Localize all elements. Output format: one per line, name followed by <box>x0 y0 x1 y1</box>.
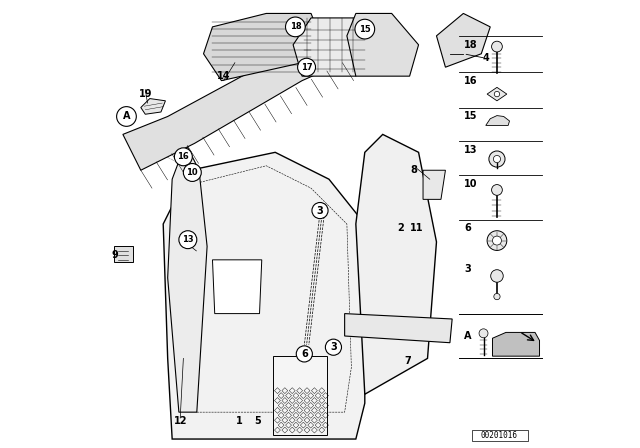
Text: 2: 2 <box>397 224 404 233</box>
Text: 14: 14 <box>217 71 230 81</box>
Circle shape <box>494 293 500 300</box>
Polygon shape <box>493 332 540 356</box>
Text: 12: 12 <box>173 416 187 426</box>
Circle shape <box>325 339 342 355</box>
Text: 10: 10 <box>464 179 477 189</box>
Text: 16: 16 <box>177 152 189 161</box>
Circle shape <box>312 202 328 219</box>
Text: 3: 3 <box>464 264 471 274</box>
Polygon shape <box>486 116 509 125</box>
Polygon shape <box>168 143 207 412</box>
Polygon shape <box>141 99 165 114</box>
Circle shape <box>492 41 502 52</box>
Polygon shape <box>487 87 507 101</box>
Polygon shape <box>345 314 452 343</box>
Text: 00201016: 00201016 <box>481 431 518 440</box>
Polygon shape <box>273 356 327 435</box>
Text: 6: 6 <box>301 349 308 359</box>
Circle shape <box>116 107 136 126</box>
Text: 13: 13 <box>464 145 477 155</box>
Text: A: A <box>464 331 472 341</box>
Text: 15: 15 <box>464 112 477 121</box>
Circle shape <box>491 270 503 282</box>
Text: 3: 3 <box>330 342 337 352</box>
Text: 9: 9 <box>112 250 118 260</box>
Text: A: A <box>123 112 130 121</box>
Polygon shape <box>212 260 262 314</box>
Text: 17: 17 <box>301 63 312 72</box>
Polygon shape <box>347 13 419 76</box>
Polygon shape <box>163 152 365 439</box>
Circle shape <box>183 164 201 181</box>
Polygon shape <box>423 170 445 199</box>
Text: 13: 13 <box>182 235 194 244</box>
Text: 4: 4 <box>483 53 489 63</box>
Circle shape <box>493 155 500 163</box>
Circle shape <box>285 17 305 37</box>
Text: 3: 3 <box>317 206 323 215</box>
Polygon shape <box>123 45 342 170</box>
Circle shape <box>489 151 505 167</box>
Text: 19: 19 <box>138 89 152 99</box>
Text: 5: 5 <box>254 416 260 426</box>
Text: 16: 16 <box>464 76 477 86</box>
Circle shape <box>492 185 502 195</box>
Circle shape <box>174 148 193 166</box>
Circle shape <box>479 329 488 338</box>
Polygon shape <box>436 13 490 67</box>
Text: 18: 18 <box>289 22 301 31</box>
Text: 8: 8 <box>411 165 417 175</box>
Circle shape <box>298 58 316 76</box>
Circle shape <box>493 236 502 245</box>
Circle shape <box>494 91 500 97</box>
Circle shape <box>296 346 312 362</box>
Circle shape <box>487 231 507 250</box>
Polygon shape <box>356 134 436 394</box>
Text: 6: 6 <box>464 224 471 233</box>
Polygon shape <box>293 18 374 76</box>
Text: 18: 18 <box>464 40 478 50</box>
Polygon shape <box>114 246 132 262</box>
Text: 15: 15 <box>359 25 371 34</box>
Text: 11: 11 <box>410 224 423 233</box>
Text: 10: 10 <box>186 168 198 177</box>
Circle shape <box>355 19 374 39</box>
Text: 7: 7 <box>404 356 411 366</box>
Text: 1: 1 <box>236 416 243 426</box>
Circle shape <box>179 231 197 249</box>
Polygon shape <box>204 13 320 81</box>
